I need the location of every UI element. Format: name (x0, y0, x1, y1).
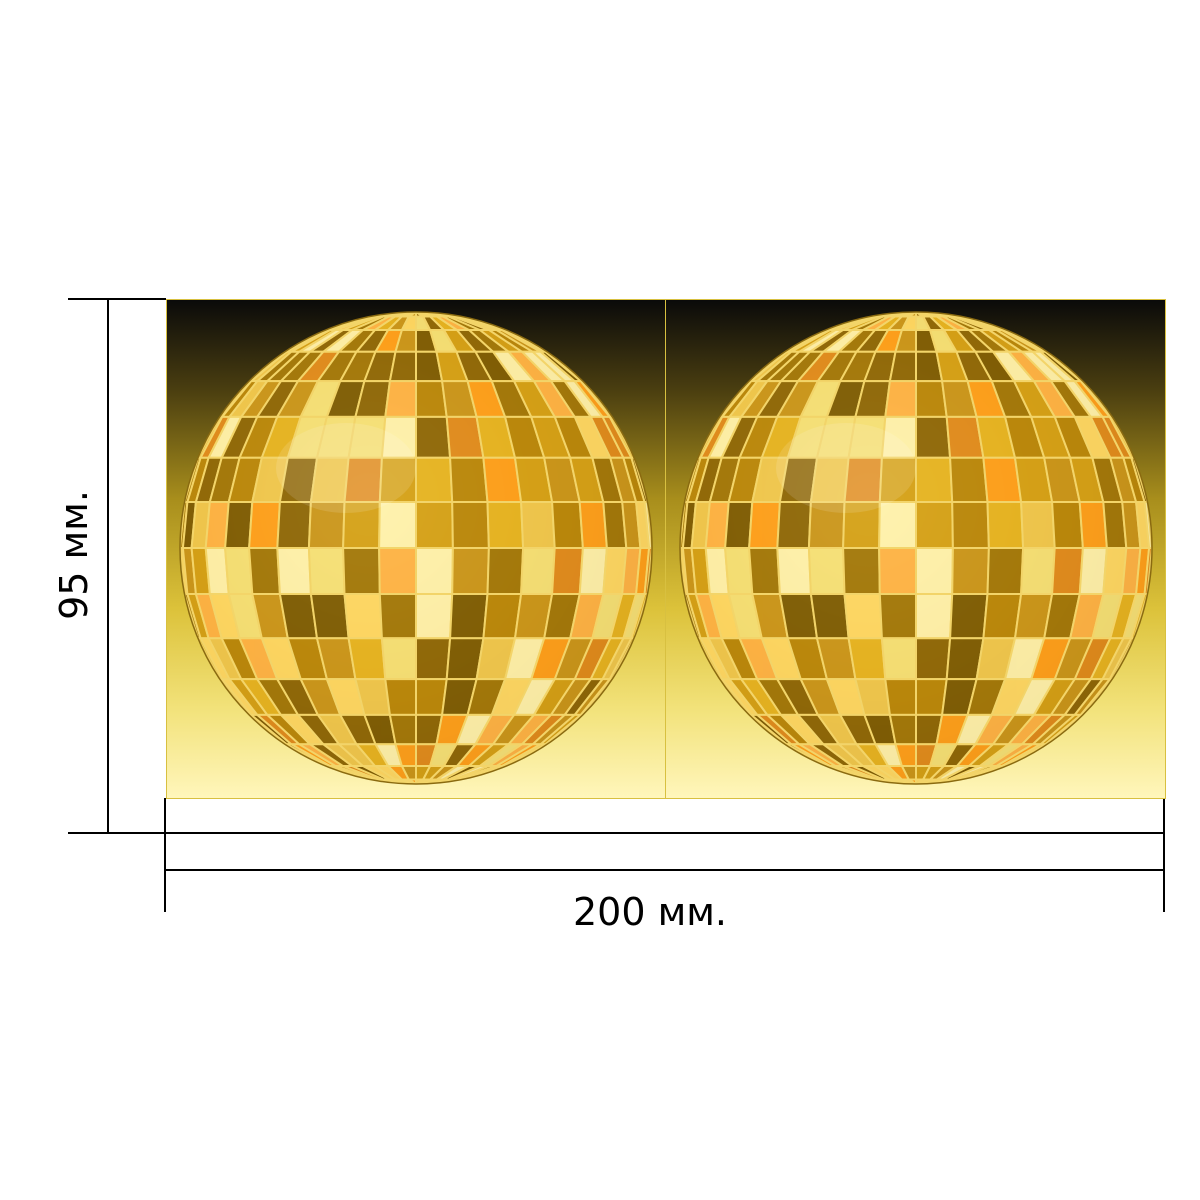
width-dimension-label: 200 мм. (572, 890, 728, 934)
right-panel (666, 300, 1166, 798)
width-dim-left-tick (164, 798, 166, 912)
disco-ball-icon (179, 311, 653, 785)
height-dim-bottom-tick (68, 832, 166, 834)
width-dim-right-tick (1163, 798, 1165, 912)
width-dim-upper-line (164, 832, 1165, 834)
left-panel (166, 300, 666, 798)
panel-divider (665, 300, 666, 798)
width-dim-line (164, 869, 1165, 871)
height-dim-line (107, 298, 109, 834)
disco-ball-icon (679, 311, 1153, 785)
height-dimension-label: 95 мм. (52, 490, 96, 620)
height-dim-top-tick (68, 298, 166, 300)
